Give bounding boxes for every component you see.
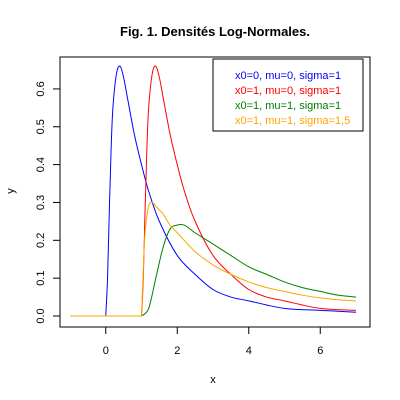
x-axis-label: x [210,374,216,386]
series-line-1 [70,65,357,317]
series-line-2 [70,65,357,317]
axes: 0 2 4 6 0.0 0.1 0.2 0.3 0.4 0.5 0.6 [35,56,371,357]
y-tick-label: 0.0 [35,308,47,323]
legend-entry-4: x0=1, mu=1, sigma=1,5 [235,115,350,127]
x-tick-label: 0 [103,345,109,357]
legend-entry-3: x0=1, mu=1, sigma=1 [235,100,341,112]
y-tick-label: 0.3 [35,195,47,210]
x-tick-label: 2 [174,345,180,357]
chart-title: Fig. 1. Densités Log-Normales. [120,24,310,39]
series-line-3 [70,223,357,317]
y-tick-label: 0.4 [35,157,47,172]
series-lines [70,65,357,317]
series-line-4 [70,201,357,317]
legend: x0=0, mu=0, sigma=1 x0=1, mu=0, sigma=1 x0… [212,58,364,132]
y-axis-label: y [5,188,17,194]
x-tick-label: 4 [246,345,252,357]
y-tick-label: 0.6 [35,81,47,96]
x-tick-label: 6 [317,345,323,357]
legend-entry-2: x0=1, mu=0, sigma=1 [235,85,341,97]
y-tick-label: 0.5 [35,119,47,134]
legend-entry-1: x0=0, mu=0, sigma=1 [235,70,341,82]
legend-box [212,58,364,132]
y-tick-label: 0.1 [35,271,47,286]
y-tick-label: 0.2 [35,233,47,248]
